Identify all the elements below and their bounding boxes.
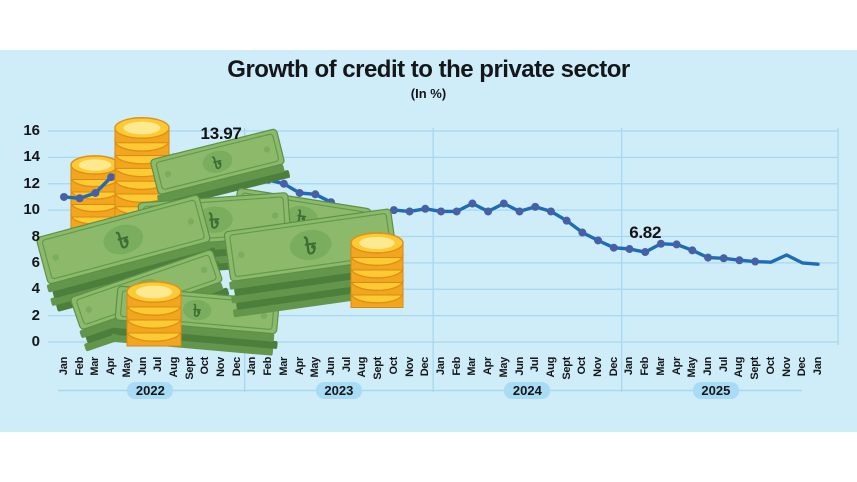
x-axis-month-label: Dec [419, 357, 432, 377]
x-axis-month-label: Oct [576, 357, 589, 375]
y-axis-label-8: 8 [31, 227, 40, 245]
x-axis-month-label: Jan [811, 357, 824, 376]
x-axis-month-label: Sept [183, 357, 196, 380]
data-label-13.97: 13.97 [200, 123, 242, 143]
y-axis-label-12: 12 [23, 174, 40, 192]
x-axis-month-label: Nov [780, 357, 793, 377]
x-axis-month-label: Dec [796, 357, 809, 377]
year-badge-2023: 2023 [315, 382, 362, 399]
x-axis-month-label: Nov [215, 357, 228, 377]
x-axis-month-label: Jan [246, 357, 259, 376]
x-axis-month-label: Oct [764, 357, 777, 375]
x-axis-month-label: Mar [654, 357, 667, 376]
x-axis-month-label: Apr [670, 357, 683, 376]
x-axis-month-label: Mar [277, 357, 290, 376]
x-axis-month-label: Feb [73, 357, 86, 376]
x-axis-month-label: Mar [466, 357, 479, 376]
y-axis-label-14: 14 [23, 148, 40, 166]
y-axis-label-0: 0 [31, 333, 40, 350]
x-axis-month-label: Apr [482, 357, 495, 376]
y-axis-label-6: 6 [31, 253, 40, 271]
x-axis-month-label: Nov [403, 357, 416, 377]
x-axis-month-label: Sept [560, 357, 573, 380]
chart-title: Growth of credit to the private sector [227, 56, 630, 83]
y-axis-label-16: 16 [23, 122, 40, 139]
year-badge-2022: 2022 [127, 382, 174, 399]
x-axis-month-label: Feb [639, 357, 652, 376]
x-axis-month-label: Sept [372, 357, 385, 380]
x-axis-month-label: Oct [199, 357, 212, 375]
x-axis-month-label: Apr [293, 357, 306, 376]
x-axis-month-label: Jan [623, 357, 636, 376]
x-axis-month-label: Feb [262, 357, 275, 376]
x-axis-month-label: Dec [230, 357, 243, 377]
y-axis-label-4: 4 [31, 280, 40, 298]
chart-subtitle: (In %) [410, 86, 447, 101]
x-axis-month-label: Feb [450, 357, 463, 376]
x-axis-month-label: Sept [749, 357, 762, 380]
x-axis-month-label: Nov [592, 357, 605, 377]
x-axis-month-label: Jan [434, 357, 447, 376]
x-axis-month-label: Dec [607, 357, 620, 377]
data-label-6.82: 6.82 [629, 223, 662, 243]
y-axis-label-10: 10 [23, 201, 40, 219]
year-badge-2024: 2024 [504, 382, 551, 399]
x-axis-month-label: Jan [58, 357, 70, 376]
y-axis-label-2: 2 [31, 306, 40, 324]
x-axis-month-label: Apr [105, 357, 118, 376]
x-axis-month-label: Oct [387, 357, 400, 375]
year-badge-2025: 2025 [692, 382, 739, 399]
x-axis-month-label: Mar [89, 357, 102, 376]
